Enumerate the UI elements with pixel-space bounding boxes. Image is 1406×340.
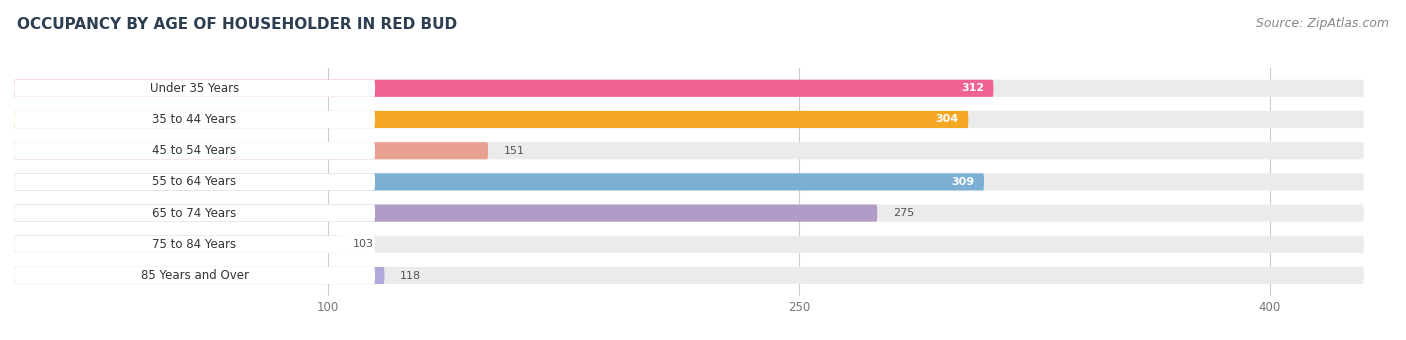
Text: 309: 309	[952, 177, 974, 187]
Text: 45 to 54 Years: 45 to 54 Years	[152, 144, 236, 157]
Text: 151: 151	[503, 146, 524, 156]
Text: 85 Years and Over: 85 Years and Over	[141, 269, 249, 282]
FancyBboxPatch shape	[14, 236, 337, 253]
Text: 275: 275	[893, 208, 914, 218]
Text: 35 to 44 Years: 35 to 44 Years	[152, 113, 236, 126]
Text: Under 35 Years: Under 35 Years	[150, 82, 239, 95]
FancyBboxPatch shape	[14, 142, 375, 159]
FancyBboxPatch shape	[14, 80, 1364, 97]
Text: Source: ZipAtlas.com: Source: ZipAtlas.com	[1256, 17, 1389, 30]
FancyBboxPatch shape	[14, 267, 1364, 284]
FancyBboxPatch shape	[14, 236, 1364, 253]
FancyBboxPatch shape	[14, 142, 1364, 159]
FancyBboxPatch shape	[14, 267, 384, 284]
FancyBboxPatch shape	[14, 111, 969, 128]
FancyBboxPatch shape	[14, 173, 1364, 190]
Text: 118: 118	[401, 271, 422, 280]
FancyBboxPatch shape	[14, 236, 375, 253]
FancyBboxPatch shape	[14, 111, 375, 128]
Text: 312: 312	[960, 83, 984, 93]
Text: 55 to 64 Years: 55 to 64 Years	[152, 175, 236, 188]
FancyBboxPatch shape	[14, 80, 994, 97]
FancyBboxPatch shape	[14, 205, 877, 222]
Text: 65 to 74 Years: 65 to 74 Years	[152, 207, 236, 220]
FancyBboxPatch shape	[14, 111, 1364, 128]
Text: 75 to 84 Years: 75 to 84 Years	[152, 238, 236, 251]
FancyBboxPatch shape	[14, 205, 1364, 222]
Text: OCCUPANCY BY AGE OF HOUSEHOLDER IN RED BUD: OCCUPANCY BY AGE OF HOUSEHOLDER IN RED B…	[17, 17, 457, 32]
FancyBboxPatch shape	[14, 173, 984, 190]
FancyBboxPatch shape	[14, 205, 375, 222]
FancyBboxPatch shape	[14, 267, 375, 284]
Text: 304: 304	[936, 115, 959, 124]
Text: 103: 103	[353, 239, 374, 249]
FancyBboxPatch shape	[14, 142, 488, 159]
FancyBboxPatch shape	[14, 173, 375, 190]
FancyBboxPatch shape	[14, 80, 375, 97]
